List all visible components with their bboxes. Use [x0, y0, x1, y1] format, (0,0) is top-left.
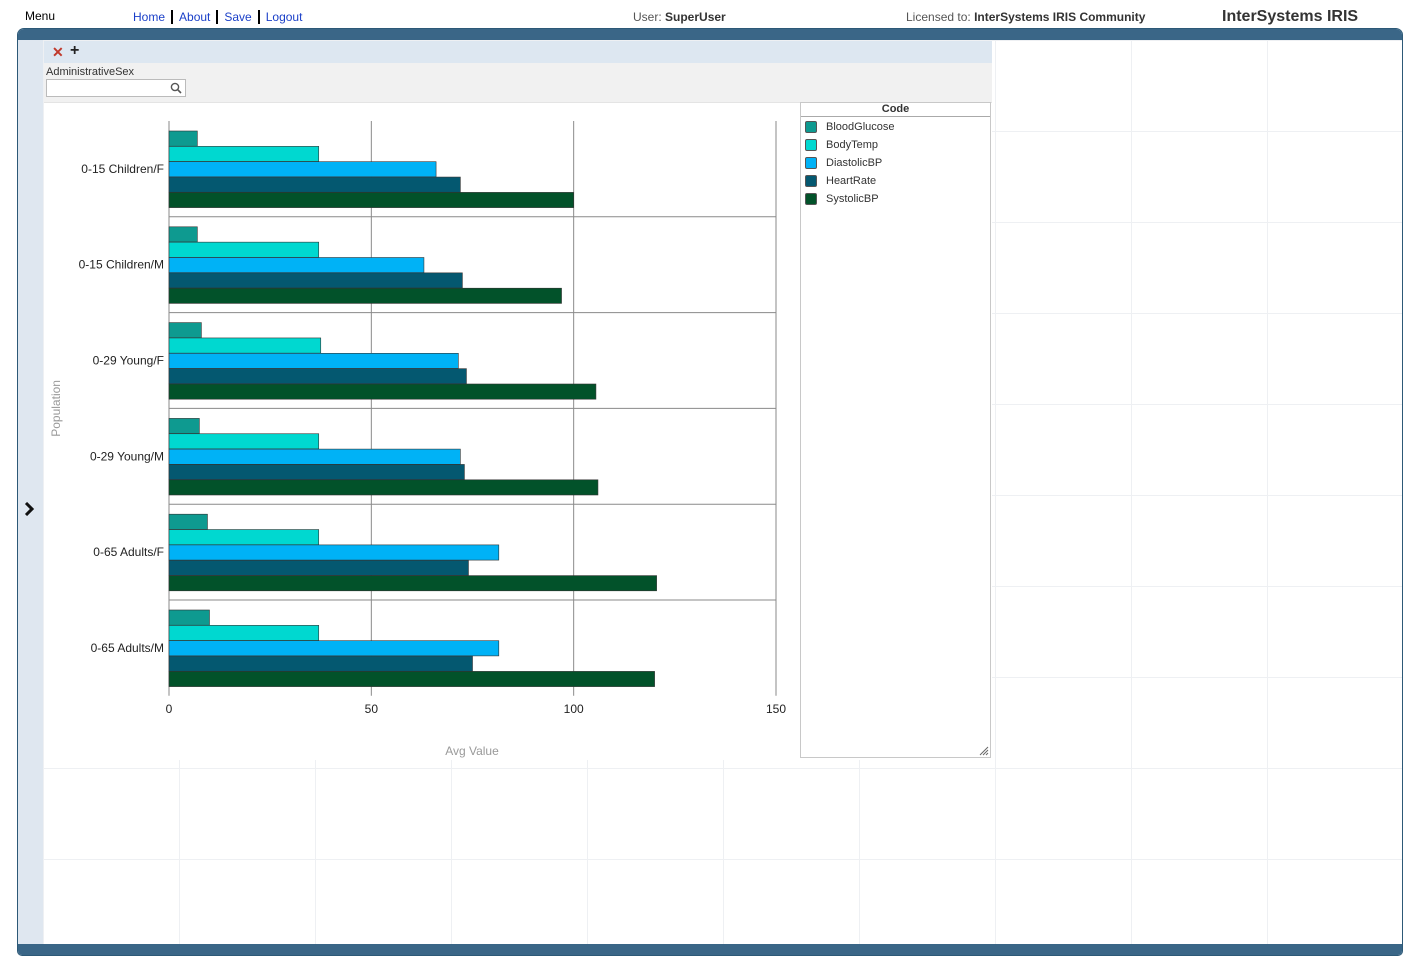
- frame-bottom-bar: [18, 944, 1402, 955]
- chart-bar[interactable]: [168, 322, 202, 339]
- search-icon[interactable]: [170, 82, 182, 94]
- chart-bar[interactable]: [168, 655, 473, 672]
- frame-top-bar: [18, 29, 1402, 40]
- filter-box: [46, 79, 186, 97]
- chart-bar[interactable]: [168, 625, 320, 641]
- legend-swatch: [805, 139, 817, 151]
- chart-bar[interactable]: [168, 609, 210, 626]
- nav-home-link[interactable]: Home: [133, 10, 166, 24]
- chart-bar[interactable]: [168, 559, 469, 576]
- chart-bar[interactable]: [168, 368, 467, 385]
- nav-separator: [257, 10, 260, 24]
- license-prefix: Licensed to:: [906, 10, 971, 24]
- chart-bar[interactable]: [168, 161, 437, 178]
- x-tick-label: 100: [564, 702, 584, 716]
- x-axis-title: Avg Value: [445, 744, 499, 758]
- legend-label: SystolicBP: [826, 193, 879, 205]
- filter-label: AdministrativeSex: [46, 66, 135, 78]
- x-tick-label: 0: [166, 702, 173, 716]
- chart-bar[interactable]: [168, 257, 425, 273]
- legend-swatch: [805, 175, 817, 187]
- chart-bar[interactable]: [168, 272, 463, 289]
- chart-bar[interactable]: [168, 192, 574, 208]
- plus-icon[interactable]: +: [70, 42, 80, 59]
- nav-separator: [171, 10, 174, 24]
- chart-bar[interactable]: [168, 383, 597, 400]
- chart-bar[interactable]: [168, 226, 198, 243]
- legend-item[interactable]: HeartRate: [805, 172, 876, 190]
- user-name: SuperUser: [665, 10, 726, 24]
- chart-bar[interactable]: [168, 433, 320, 450]
- legend-item[interactable]: DiastolicBP: [805, 154, 882, 172]
- filter-bar: AdministrativeSex: [44, 63, 992, 103]
- x-tick-label: 50: [365, 702, 379, 716]
- y-axis-title: Population: [49, 380, 63, 437]
- chart-bar[interactable]: [168, 529, 320, 546]
- menu-button[interactable]: Menu: [25, 9, 56, 23]
- chart-bar[interactable]: [168, 337, 322, 354]
- legend-title: Code: [801, 103, 990, 117]
- close-icon[interactable]: ✕: [52, 44, 64, 60]
- chart-bar[interactable]: [168, 448, 461, 465]
- chart-bar[interactable]: [168, 287, 562, 304]
- chart-bar[interactable]: [168, 479, 599, 496]
- license-info: Licensed to: InterSystems IRIS Community: [906, 10, 1145, 24]
- user-prefix: User:: [633, 10, 662, 24]
- dashboard-frame: ✕ + AdministrativeSex 0-15 Children/F 0-1…: [18, 29, 1402, 955]
- chart-bar[interactable]: [168, 241, 320, 258]
- chart-bar[interactable]: [168, 353, 459, 369]
- category-label: 0-29 Young/M: [90, 449, 164, 463]
- legend-label: HeartRate: [826, 175, 877, 187]
- chart-bar[interactable]: [168, 464, 465, 480]
- chart-bar[interactable]: [168, 130, 198, 147]
- bar-chart: 0-15 Children/F 0-15 Children/M 0-29 Young…: [49, 121, 786, 758]
- chart-bar[interactable]: [168, 575, 657, 592]
- legend-swatch: [805, 157, 817, 169]
- chart-widget: ✕ + AdministrativeSex 0-15 Children/F 0-1…: [44, 41, 992, 760]
- nav-about-link[interactable]: About: [179, 10, 211, 24]
- legend-label: BloodGlucose: [826, 121, 895, 133]
- chart-bar[interactable]: [168, 418, 200, 434]
- widget-header: ✕ +: [44, 41, 992, 63]
- nav-logout-link[interactable]: Logout: [265, 10, 303, 24]
- legend-item[interactable]: BloodGlucose: [805, 118, 895, 136]
- legend-item[interactable]: BodyTemp: [805, 136, 878, 154]
- license-name: InterSystems IRIS Community: [974, 10, 1146, 24]
- legend-label: DiastolicBP: [826, 157, 883, 169]
- top-bar: Menu Home About Save Logout User: SuperU…: [0, 0, 1416, 30]
- category-label: 0-15 Children/F: [81, 162, 164, 176]
- brand-title: InterSystems IRIS: [1222, 8, 1359, 25]
- x-tick-label: 150: [766, 702, 786, 716]
- chart-bar[interactable]: [168, 640, 500, 657]
- chart-bar[interactable]: [168, 176, 461, 193]
- resize-grip-icon[interactable]: [979, 746, 989, 756]
- chevron-right-icon[interactable]: [23, 501, 35, 521]
- chart-legend: Code BloodGlucose BodyTemp DiastolicBP Hear…: [800, 102, 991, 758]
- chart-bar[interactable]: [168, 146, 320, 162]
- filter-input[interactable]: [49, 81, 167, 95]
- nav-links: Home About Save Logout: [133, 10, 302, 24]
- legend-label: BodyTemp: [826, 139, 878, 151]
- chart-bar[interactable]: [168, 544, 500, 561]
- side-panel-strip: [18, 40, 43, 944]
- legend-item[interactable]: SystolicBP: [805, 190, 879, 208]
- legend-swatch: [805, 193, 817, 205]
- nav-separator: [216, 10, 219, 24]
- user-info: User: SuperUser: [633, 10, 726, 24]
- chart-bar[interactable]: [168, 671, 655, 687]
- category-label: 0-15 Children/M: [79, 258, 164, 272]
- nav-save-link[interactable]: Save: [224, 10, 252, 24]
- category-label: 0-65 Adults/F: [93, 545, 164, 559]
- legend-swatch: [805, 121, 817, 133]
- category-label: 0-65 Adults/M: [91, 641, 164, 655]
- chart-bar[interactable]: [168, 513, 208, 530]
- category-label: 0-29 Young/F: [93, 354, 164, 368]
